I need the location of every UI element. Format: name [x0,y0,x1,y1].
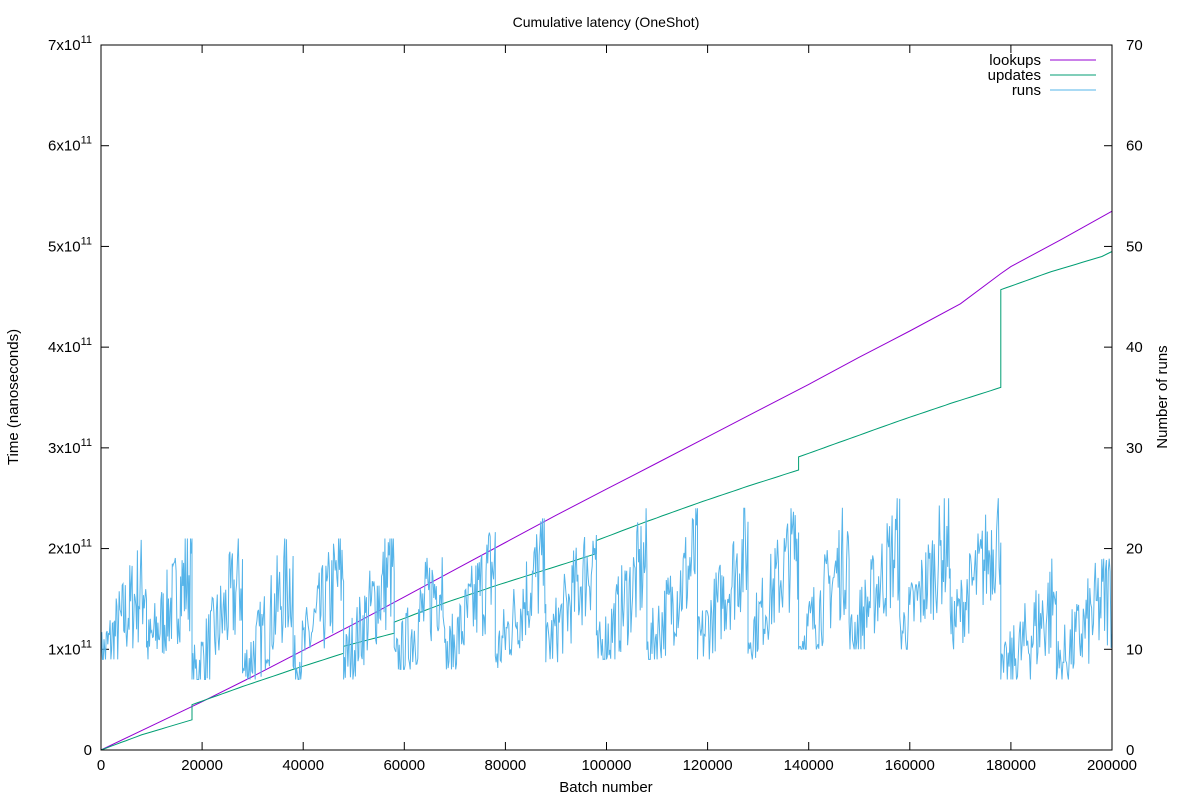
series-layer [100,210,1113,751]
x-tick-label: 200000 [1087,757,1137,774]
y-axis-label: Time (nanoseconds) [5,329,22,465]
x-tick-label: 20000 [181,757,223,774]
plot-frame [100,44,1113,751]
y2-axis-label: Number of runs [1154,345,1171,448]
y2-tick-label: 30 [1126,440,1143,457]
y-tick-label: 7x1011 [48,34,92,54]
series-line-updates [100,251,1113,751]
x-tick-label: 120000 [683,757,733,774]
y2-tick-label: 20 [1126,541,1143,558]
legend-label-lookups: lookups [989,52,1041,69]
chart-title: Cumulative latency (OneShot) [513,14,700,30]
x-tick-label: 140000 [784,757,834,774]
y2-tick-label: 70 [1126,37,1143,54]
y2-tick-label: 10 [1126,641,1143,658]
y-tick-label: 5x1011 [48,235,92,255]
x-tick-label: 40000 [282,757,324,774]
x-tick-label: 0 [97,757,105,774]
y-tick-label: 4x1011 [48,336,92,356]
y-tick-label: 1x1011 [48,638,92,658]
series-line-lookups [100,210,1113,751]
y-tick-label: 6x1011 [48,135,92,155]
y-tick-label: 0 [84,742,92,759]
tick-labels: 0 20000 40000 60000 80000 100000 120000 140000 1… [48,34,1143,774]
legend-label-runs: runs [1012,82,1041,99]
x-tick-label: 100000 [581,757,631,774]
y2-tick-label: 40 [1126,339,1143,356]
y-tick-label: 2x1011 [48,538,92,558]
x-tick-label: 60000 [383,757,425,774]
x-tick-label: 180000 [986,757,1036,774]
legend-label-updates: updates [988,67,1041,84]
y-tick-label: 3x1011 [48,437,92,457]
y2-tick-label: 50 [1126,238,1143,255]
x-tick-label: 80000 [485,757,527,774]
series-line-runs [100,498,1113,680]
x-axis-label: Batch number [559,779,652,796]
x-tick-label: 160000 [885,757,935,774]
y2-tick-label: 0 [1126,742,1134,759]
y2-tick-label: 60 [1126,138,1143,155]
